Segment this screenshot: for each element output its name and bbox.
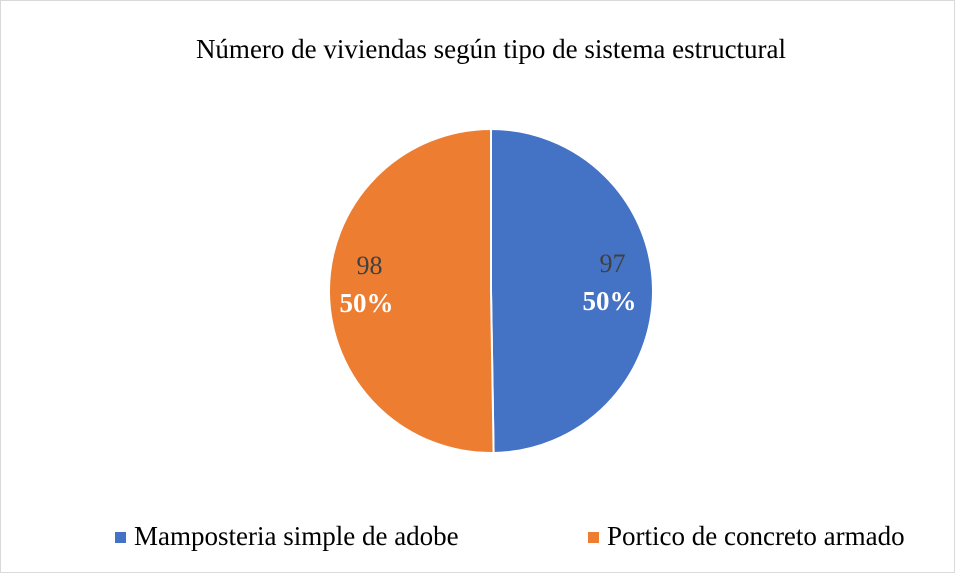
pie-slice — [490, 127, 654, 454]
percent-label: 50% — [340, 288, 394, 318]
data-label: 97 — [599, 249, 625, 278]
percent-label: 50% — [582, 286, 636, 316]
legend-label: Portico de concreto armado — [607, 521, 905, 551]
data-label: 98 — [357, 251, 383, 280]
legend-label: Mamposteria simple de adobe — [134, 521, 459, 551]
legend-swatch — [115, 532, 126, 543]
chart-title: Número de viviendas según tipo de sistem… — [196, 34, 786, 64]
legend-swatch — [588, 532, 599, 543]
pie-slice — [328, 127, 495, 454]
